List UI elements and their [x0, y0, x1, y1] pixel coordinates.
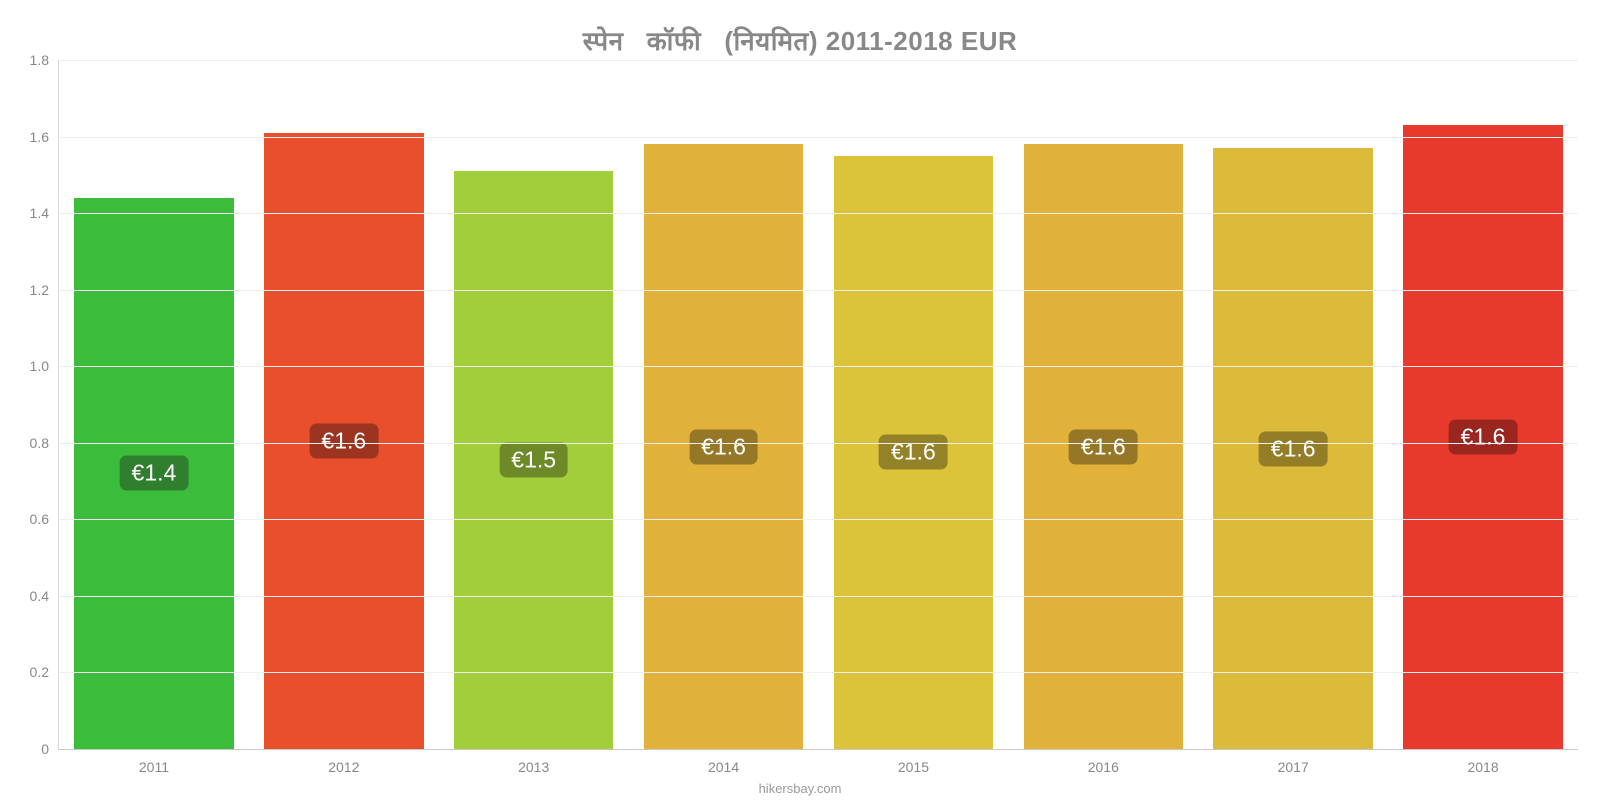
- bar-slot: €1.62012: [249, 60, 439, 749]
- x-tick-label: 2013: [518, 749, 549, 775]
- y-tick-label: 1.0: [30, 358, 59, 374]
- bar-slot: €1.62015: [819, 60, 1009, 749]
- y-tick-label: 0.8: [30, 435, 59, 451]
- grid-line: [59, 443, 1578, 444]
- x-tick-label: 2012: [328, 749, 359, 775]
- bar: €1.6: [834, 156, 993, 749]
- y-tick-label: 1.8: [30, 52, 59, 68]
- bar-chart: स्पेन कॉफी (नियमित) 2011-2018 EUR 0 €1.4…: [0, 0, 1600, 800]
- grid-line: [59, 519, 1578, 520]
- bar: €1.6: [264, 133, 423, 749]
- bar: €1.6: [1213, 148, 1372, 749]
- grid-line: [59, 60, 1578, 61]
- bar-value-label: €1.6: [1259, 431, 1328, 466]
- bar-value-label: €1.6: [1069, 429, 1138, 464]
- bar-slot: €1.62014: [629, 60, 819, 749]
- grid-line: [59, 213, 1578, 214]
- chart-title: स्पेन कॉफी (नियमित) 2011-2018 EUR: [0, 22, 1600, 58]
- bar-slot: €1.42011: [59, 60, 249, 749]
- bar-value-label: €1.6: [309, 423, 378, 458]
- y-tick-label: 0.2: [30, 664, 59, 680]
- x-tick-label: 2018: [1467, 749, 1498, 775]
- bar: €1.5: [454, 171, 613, 749]
- bars-container: €1.42011€1.62012€1.52013€1.62014€1.62015…: [59, 60, 1578, 749]
- bar-slot: €1.62018: [1388, 60, 1578, 749]
- x-tick-label: 2017: [1278, 749, 1309, 775]
- x-tick-label: 2015: [898, 749, 929, 775]
- grid-line: [59, 290, 1578, 291]
- x-tick-label: 2016: [1088, 749, 1119, 775]
- attribution: hikersbay.com: [0, 781, 1600, 796]
- grid-line: [59, 137, 1578, 138]
- bar-value-label: €1.6: [879, 435, 948, 470]
- y-tick-zero: 0: [41, 741, 59, 757]
- bar: €1.4: [74, 198, 233, 749]
- bar-slot: €1.52013: [439, 60, 629, 749]
- y-tick-label: 1.4: [30, 205, 59, 221]
- bar-value-label: €1.6: [1449, 420, 1518, 455]
- bar-value-label: €1.5: [499, 443, 568, 478]
- bar: €1.6: [1403, 125, 1562, 749]
- grid-line: [59, 596, 1578, 597]
- plot-area: 0 €1.42011€1.62012€1.52013€1.62014€1.620…: [58, 60, 1578, 750]
- x-tick-label: 2011: [139, 749, 169, 775]
- bar-slot: €1.62017: [1198, 60, 1388, 749]
- y-tick-label: 0.4: [30, 588, 59, 604]
- x-tick-label: 2014: [708, 749, 739, 775]
- bar-slot: €1.62016: [1008, 60, 1198, 749]
- y-tick-label: 1.6: [30, 129, 59, 145]
- bar: €1.6: [1024, 144, 1183, 749]
- bar-value-label: €1.4: [120, 456, 189, 491]
- grid-line: [59, 672, 1578, 673]
- y-tick-label: 1.2: [30, 282, 59, 298]
- grid-line: [59, 366, 1578, 367]
- bar-value-label: €1.6: [689, 429, 758, 464]
- y-tick-label: 0.6: [30, 511, 59, 527]
- bar: €1.6: [644, 144, 803, 749]
